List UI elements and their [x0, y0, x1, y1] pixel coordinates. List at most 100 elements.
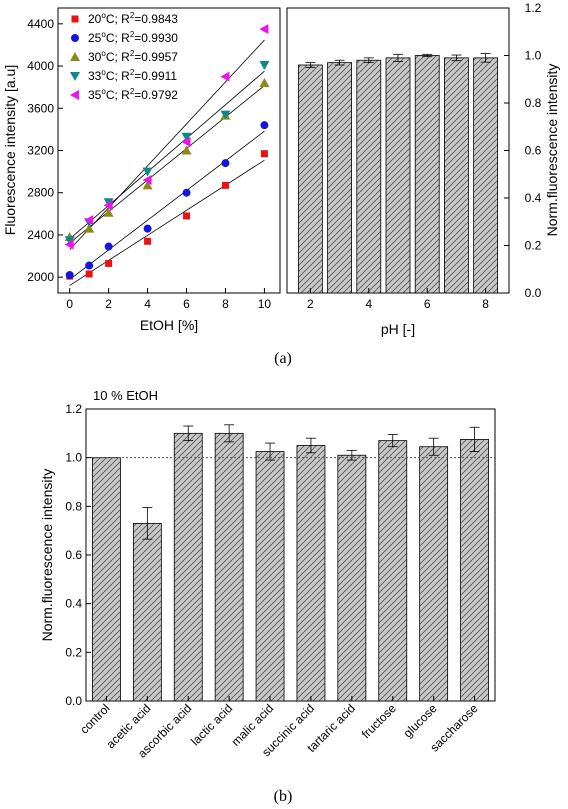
x-tick-label: 8: [482, 297, 489, 311]
additive-bar: [214, 432, 244, 702]
data-point: [181, 132, 192, 142]
legend-temp: 33: [88, 69, 102, 83]
data-point: [84, 223, 95, 233]
data-point: [84, 215, 94, 226]
y-tick-label: 0.0: [65, 694, 82, 708]
ph-bar: [356, 59, 382, 294]
x-tick-label: 4: [365, 297, 372, 311]
data-point: [105, 259, 113, 267]
x-tick-label: 8: [222, 297, 229, 311]
data-point: [103, 200, 113, 211]
panel-a-caption: (a): [274, 350, 292, 367]
category-label: fructose: [359, 701, 399, 741]
additive-bar: [337, 454, 367, 702]
ph-bar: [414, 55, 440, 294]
additive-bar: [132, 522, 162, 702]
legend-r2: =0.9792: [134, 88, 178, 102]
data-point: [104, 242, 113, 251]
scatter-x-label: EtOH [%]: [140, 317, 198, 333]
y-tick-label: 0.6: [525, 144, 542, 158]
ph-bar: [327, 62, 352, 294]
legend-r2: =0.9843: [134, 12, 178, 26]
data-point: [70, 72, 80, 81]
legend-entry: 20oC; R2=0.9843: [88, 11, 178, 26]
ph-bar: [444, 57, 469, 294]
data-point: [260, 121, 269, 130]
additive-bar: [419, 446, 449, 702]
y-tick-label: 0.2: [65, 645, 82, 659]
panel-b-caption: (b): [274, 788, 293, 805]
additive-bar: [378, 440, 408, 702]
legend-square: 2: [130, 30, 135, 39]
data-point: [64, 239, 74, 250]
category-label: control: [77, 701, 112, 736]
data-point: [181, 145, 192, 155]
data-point: [71, 15, 79, 23]
data-point: [85, 270, 93, 278]
y-tick-label: 0.8: [525, 96, 542, 110]
data-point: [64, 236, 75, 246]
data-point: [259, 77, 270, 87]
data-point: [182, 188, 191, 197]
fit-line: [69, 39, 265, 250]
additive-bar: [296, 445, 326, 702]
data-point: [181, 137, 191, 148]
data-point: [103, 207, 114, 217]
y-tick-label: 1.2: [65, 402, 82, 416]
legend-r2: =0.9911: [134, 69, 177, 83]
legend-r2: =0.9930: [134, 31, 178, 45]
y-tick-label: 4000: [27, 59, 54, 73]
data-point: [70, 90, 79, 100]
data-point: [71, 34, 79, 42]
fit-line: [69, 85, 265, 244]
x-tick-label: 6: [183, 297, 190, 311]
legend-degree: o: [101, 30, 106, 39]
legend-r: C; R: [106, 12, 130, 26]
additive-bar: [255, 451, 285, 702]
y-tick-label: 0.2: [525, 239, 542, 253]
data-point: [144, 237, 152, 245]
additive-bar: [92, 457, 121, 702]
x-tick-label: 2: [307, 297, 314, 311]
legend-degree: o: [101, 49, 106, 58]
data-point: [220, 71, 230, 82]
legend-temp: 20: [88, 12, 102, 26]
legend-square: 2: [130, 11, 135, 20]
fit-line: [69, 130, 265, 280]
data-point: [221, 159, 230, 168]
ph-bar: [473, 57, 499, 294]
additive-bar: [173, 432, 203, 702]
y-tick-label: 0.0: [525, 286, 542, 300]
data-point: [259, 24, 269, 35]
x-tick-label: 6: [424, 297, 431, 311]
ph-ticks: 2 4 6 8 0.0 0.2 0.4 0.6 0.8 1.0 1.2: [307, 1, 542, 311]
y-tick-label: 3600: [27, 101, 54, 115]
data-point: [220, 110, 231, 120]
data-point: [143, 224, 152, 233]
ph-bars: [297, 53, 499, 294]
legend-square: 2: [130, 49, 135, 58]
legend-entry: 33oC; R2=0.9911: [88, 68, 177, 83]
data-point: [259, 61, 270, 70]
additive-bars: [92, 424, 489, 702]
data-point: [142, 175, 152, 186]
legend-entry: 30oC; R2=0.9957: [88, 49, 178, 64]
y-tick-label: 0.6: [65, 548, 82, 562]
y-tick-label: 2800: [27, 186, 54, 200]
x-tick-label: 0: [66, 297, 73, 311]
y-tick-label: 1.0: [525, 49, 542, 63]
legend-r: C; R: [106, 69, 130, 83]
additive-y-label: Norm.fluorescence intensity: [39, 469, 55, 642]
x-tick-label: 4: [144, 297, 151, 311]
y-tick-label: 0.4: [525, 191, 542, 205]
category-label: glucose: [401, 701, 440, 740]
ph-x-label: pH [-]: [381, 321, 415, 337]
legend-square: 2: [130, 87, 135, 96]
x-tick-label: 2: [105, 297, 112, 311]
category-label: lactic acid: [188, 701, 235, 748]
ethanol-note: 10 % EtOH: [93, 388, 158, 403]
data-point: [221, 181, 229, 189]
